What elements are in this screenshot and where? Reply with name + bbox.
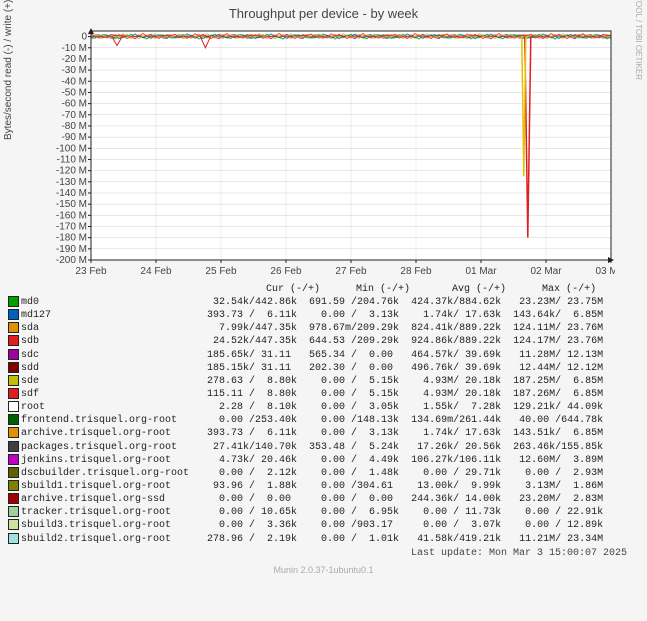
legend-text: sdc 185.65k/ 31.11 565.34 / 0.00 464.57k… <box>21 350 603 361</box>
legend-row: frontend.trisquel.org-root 0.00 /253.40k… <box>8 414 647 427</box>
rrdtool-watermark: RRDTOOL / TOBI OETIKER <box>634 0 643 80</box>
legend-text: tracker.trisquel.org-root 0.00 / 10.65k … <box>21 507 603 518</box>
svg-text:-110 M: -110 M <box>57 154 87 165</box>
swatch-icon <box>8 467 19 478</box>
legend-row: jenkins.trisquel.org-root 4.73k/ 20.46k … <box>8 454 647 467</box>
svg-text:-10 M: -10 M <box>61 43 87 54</box>
legend-row: archive.trisquel.org-ssd 0.00 / 0.00 0.0… <box>8 493 647 506</box>
swatch-icon <box>8 296 19 307</box>
svg-text:-120 M: -120 M <box>56 166 87 177</box>
legend-text: sbuild2.trisquel.org-root 278.96 / 2.19k… <box>21 534 603 545</box>
svg-text:27 Feb: 27 Feb <box>335 266 367 277</box>
svg-text:-70 M: -70 M <box>61 110 87 121</box>
swatch-icon <box>8 322 19 333</box>
last-update: Last update: Mon Mar 3 15:00:07 2025 <box>0 548 627 559</box>
plot-area: 0-10 M-20 M-30 M-40 M-50 M-60 M-70 M-80 … <box>55 25 617 280</box>
legend-header: Cur (-/+) Min (-/+) Avg (-/+) Max (-/+) <box>188 284 647 296</box>
svg-text:-30 M: -30 M <box>61 65 87 76</box>
legend-row: root 2.28 / 8.10k 0.00 / 3.05k 1.55k/ 7.… <box>8 401 647 414</box>
legend-row: sdb 24.52k/447.35k 644.53 /209.29k 924.8… <box>8 335 647 348</box>
svg-text:-140 M: -140 M <box>56 188 87 199</box>
legend-text: archive.trisquel.org-ssd 0.00 / 0.00 0.0… <box>21 494 603 505</box>
swatch-icon <box>8 388 19 399</box>
chart-title: Throughput per device - by week <box>0 0 647 25</box>
svg-text:24 Feb: 24 Feb <box>140 266 172 277</box>
swatch-icon <box>8 335 19 346</box>
legend: Cur (-/+) Min (-/+) Avg (-/+) Max (-/+) … <box>8 284 647 546</box>
swatch-icon <box>8 309 19 320</box>
legend-row: sbuild1.trisquel.org-root 93.96 / 1.88k … <box>8 480 647 493</box>
swatch-icon <box>8 519 19 530</box>
legend-text: root 2.28 / 8.10k 0.00 / 3.05k 1.55k/ 7.… <box>21 402 603 413</box>
svg-text:03 Mar: 03 Mar <box>595 266 615 277</box>
legend-text: packages.trisquel.org-root 27.41k/140.70… <box>21 442 603 453</box>
legend-row: sde 278.63 / 8.80k 0.00 / 5.15k 4.93M/ 2… <box>8 375 647 388</box>
svg-text:26 Feb: 26 Feb <box>270 266 302 277</box>
legend-text: jenkins.trisquel.org-root 4.73k/ 20.46k … <box>21 455 603 466</box>
legend-text: sdd 185.15k/ 31.11 202.30 / 0.00 496.76k… <box>21 363 603 374</box>
svg-text:25 Feb: 25 Feb <box>205 266 237 277</box>
svg-text:-60 M: -60 M <box>61 99 87 110</box>
legend-text: archive.trisquel.org-root 393.73 / 6.11k… <box>21 429 603 440</box>
svg-text:-180 M: -180 M <box>56 233 87 244</box>
svg-text:-150 M: -150 M <box>56 199 87 210</box>
swatch-icon <box>8 401 19 412</box>
swatch-icon <box>8 506 19 517</box>
swatch-icon <box>8 441 19 452</box>
svg-text:-40 M: -40 M <box>61 76 87 87</box>
svg-text:0: 0 <box>81 32 87 43</box>
legend-row: sdc 185.65k/ 31.11 565.34 / 0.00 464.57k… <box>8 349 647 362</box>
legend-text: md127 393.73 / 6.11k 0.00 / 3.13k 1.74k/… <box>21 310 603 321</box>
legend-row: sbuild3.trisquel.org-root 0.00 / 3.36k 0… <box>8 519 647 532</box>
legend-row: md127 393.73 / 6.11k 0.00 / 3.13k 1.74k/… <box>8 309 647 322</box>
y-axis-label: Bytes/second read (-) / write (+) <box>3 0 14 140</box>
legend-row: md0 32.54k/442.86k 691.59 /204.76k 424.3… <box>8 296 647 309</box>
legend-text: sbuild3.trisquel.org-root 0.00 / 3.36k 0… <box>21 521 603 532</box>
svg-text:01 Mar: 01 Mar <box>465 266 497 277</box>
swatch-icon <box>8 454 19 465</box>
swatch-icon <box>8 414 19 425</box>
svg-text:23 Feb: 23 Feb <box>75 266 107 277</box>
svg-text:-200 M: -200 M <box>56 255 87 266</box>
legend-text: sdf 115.11 / 8.80k 0.00 / 5.15k 4.93M/ 2… <box>21 389 603 400</box>
svg-text:-50 M: -50 M <box>61 87 87 98</box>
svg-text:02 Mar: 02 Mar <box>530 266 562 277</box>
svg-text:-190 M: -190 M <box>56 244 87 255</box>
svg-text:-160 M: -160 M <box>56 210 87 221</box>
svg-text:-170 M: -170 M <box>56 221 87 232</box>
legend-text: sdb 24.52k/447.35k 644.53 /209.29k 924.8… <box>21 337 603 348</box>
legend-row: dscbuilder.trisquel.org-root 0.00 / 2.12… <box>8 467 647 480</box>
legend-text: sda 7.99k/447.35k 978.67m/209.29k 824.41… <box>21 323 603 334</box>
swatch-icon <box>8 493 19 504</box>
legend-text: dscbuilder.trisquel.org-root 0.00 / 2.12… <box>21 468 603 479</box>
swatch-icon <box>8 533 19 544</box>
legend-text: frontend.trisquel.org-root 0.00 /253.40k… <box>21 415 603 426</box>
swatch-icon <box>8 349 19 360</box>
legend-text: sde 278.63 / 8.80k 0.00 / 5.15k 4.93M/ 2… <box>21 376 603 387</box>
swatch-icon <box>8 375 19 386</box>
legend-row: tracker.trisquel.org-root 0.00 / 10.65k … <box>8 506 647 519</box>
swatch-icon <box>8 362 19 373</box>
svg-text:-90 M: -90 M <box>61 132 87 143</box>
legend-row: sdd 185.15k/ 31.11 202.30 / 0.00 496.76k… <box>8 362 647 375</box>
legend-row: sbuild2.trisquel.org-root 278.96 / 2.19k… <box>8 533 647 546</box>
svg-text:-80 M: -80 M <box>61 121 87 132</box>
svg-text:-100 M: -100 M <box>56 143 87 154</box>
swatch-icon <box>8 427 19 438</box>
svg-text:28 Feb: 28 Feb <box>400 266 432 277</box>
svg-text:-130 M: -130 M <box>56 177 87 188</box>
legend-row: archive.trisquel.org-root 393.73 / 6.11k… <box>8 427 647 440</box>
legend-text: sbuild1.trisquel.org-root 93.96 / 1.88k … <box>21 481 603 492</box>
legend-row: sda 7.99k/447.35k 978.67m/209.29k 824.41… <box>8 322 647 335</box>
legend-row: packages.trisquel.org-root 27.41k/140.70… <box>8 441 647 454</box>
legend-text: md0 32.54k/442.86k 691.59 /204.76k 424.3… <box>21 297 603 308</box>
legend-row: sdf 115.11 / 8.80k 0.00 / 5.15k 4.93M/ 2… <box>8 388 647 401</box>
munin-credit: Munin 2.0.37-1ubuntu0.1 <box>0 565 647 581</box>
swatch-icon <box>8 480 19 491</box>
svg-text:-20 M: -20 M <box>61 54 87 65</box>
throughput-chart: 0-10 M-20 M-30 M-40 M-50 M-60 M-70 M-80 … <box>55 25 615 280</box>
